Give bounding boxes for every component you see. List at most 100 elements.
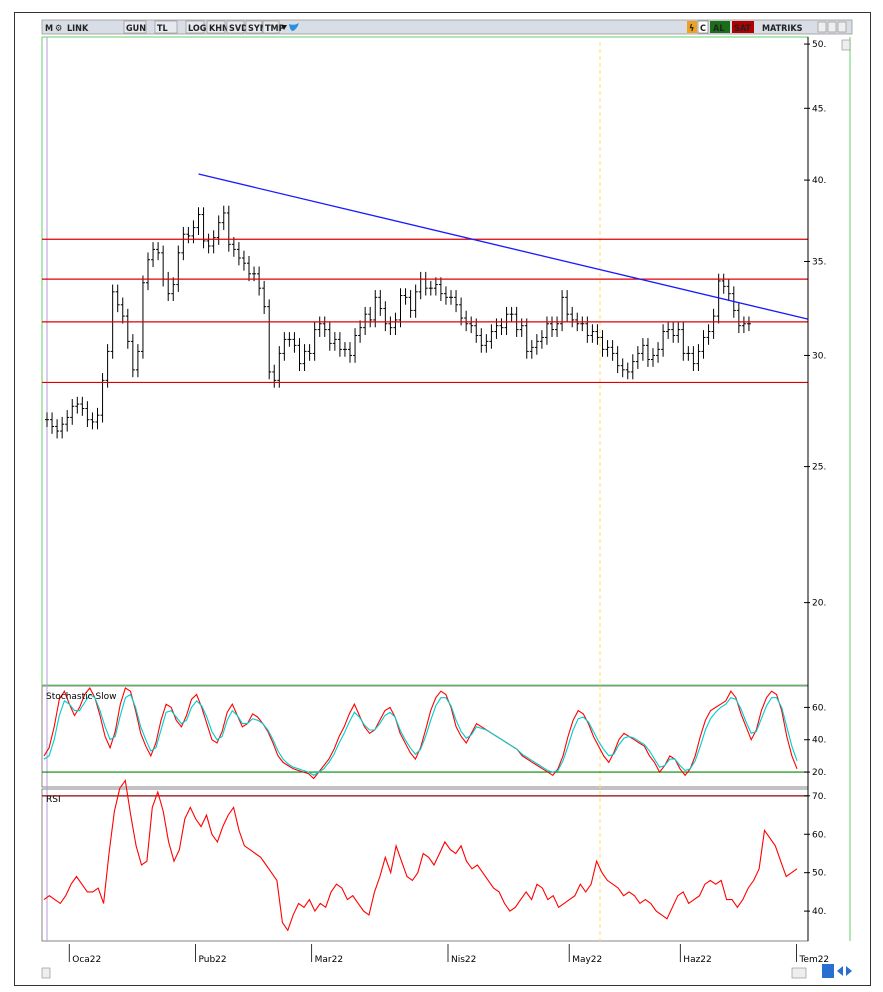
axes: 50. 45. 40. 35. 30. 25. 20. 60. 40. 20. 70. 60. 50. 4…	[68, 37, 829, 965]
price-bar	[686, 346, 691, 361]
price-bar	[580, 316, 585, 332]
toolbar-button-label: TMP	[265, 24, 285, 34]
maximize-icon[interactable]	[837, 21, 847, 33]
price-bar	[196, 207, 201, 235]
price-bar	[509, 306, 514, 322]
price-bar	[529, 340, 534, 359]
toolbar-button-label: SYM	[248, 24, 268, 34]
toolbar-button-tmp[interactable]	[262, 20, 280, 34]
price-bar	[221, 205, 226, 231]
price-bar	[317, 316, 322, 337]
price-bar	[454, 290, 459, 313]
price-bar	[484, 334, 489, 353]
price-bar	[342, 342, 347, 357]
price-bar	[474, 318, 479, 343]
price-bar	[353, 328, 358, 363]
sat-button[interactable]	[732, 21, 754, 33]
price-bar	[388, 316, 393, 336]
price-bar	[555, 316, 560, 337]
price-bar	[534, 334, 539, 355]
price-bar	[100, 373, 105, 423]
panel-menu-icon[interactable]	[841, 39, 851, 51]
pan-left-icon[interactable]	[837, 966, 843, 976]
date-tick-label: Pub22	[199, 955, 227, 965]
indicator-line	[43, 693, 798, 776]
toolbar-button-tl[interactable]	[154, 20, 178, 34]
symbol-menu-icon[interactable]: ⚙	[55, 24, 62, 34]
price-bar	[595, 324, 600, 345]
price-bar	[236, 242, 241, 266]
c-button[interactable]	[697, 20, 709, 34]
price-bar	[95, 407, 100, 430]
price-bar	[726, 279, 731, 302]
price-bar	[337, 332, 342, 357]
price-bar	[282, 332, 287, 361]
price-bar	[620, 358, 625, 378]
minimize-icon[interactable]	[817, 21, 827, 33]
price-bar	[307, 344, 312, 361]
panel-tick-label: 50.	[812, 869, 826, 879]
price-bar	[615, 346, 620, 374]
price-bar	[312, 322, 317, 361]
bird-icon[interactable]	[289, 23, 299, 31]
price-bar	[741, 316, 746, 334]
price-bar	[428, 280, 433, 296]
price-bar	[519, 318, 524, 337]
price-bar	[115, 284, 120, 313]
price-bar	[706, 324, 711, 345]
price-bar	[721, 273, 726, 294]
sync-icon[interactable]	[822, 964, 834, 978]
price-bar	[671, 322, 676, 343]
toolbar-button-label: TL	[157, 24, 168, 34]
price-bar	[459, 297, 464, 326]
price-bar	[539, 330, 544, 349]
lightning-icon[interactable]	[687, 21, 697, 33]
panel-tick-label: 40.	[812, 736, 826, 746]
rsi-title: RSI	[46, 795, 61, 805]
price-bar	[691, 346, 696, 371]
price-tick-label: 30.	[812, 351, 826, 361]
price-bar	[418, 271, 423, 300]
price-bar	[206, 233, 211, 254]
rsi-panel	[41, 788, 809, 942]
price-bar	[605, 340, 610, 357]
price-bar	[378, 290, 383, 316]
price-bar	[231, 237, 236, 257]
toolbar-button-sym[interactable]	[245, 20, 263, 34]
price-bar	[161, 245, 166, 287]
toolbar-button-khn[interactable]	[206, 20, 226, 34]
restore-icon[interactable]	[827, 21, 837, 33]
symbol-prefix[interactable]: M	[45, 24, 53, 34]
toolbar-button-log[interactable]	[185, 20, 205, 34]
price-bar	[140, 275, 145, 359]
price-bar	[645, 338, 650, 367]
toolbar-button-svd[interactable]	[226, 20, 245, 34]
toolbar-button-gun[interactable]	[123, 20, 147, 34]
toolbar-button-label: GUN	[126, 24, 146, 34]
price-bar	[85, 401, 90, 428]
price-bar	[469, 316, 474, 334]
stochastic-series	[42, 686, 808, 780]
scroll-left-icon[interactable]	[41, 967, 51, 979]
chart-window	[14, 12, 871, 986]
brand-logo: MATRIKS	[762, 24, 803, 34]
trendline	[198, 173, 809, 320]
symbol-name[interactable]: LINK	[67, 24, 89, 34]
al-button[interactable]	[710, 21, 730, 33]
price-bar	[701, 330, 706, 359]
price-bar	[297, 338, 302, 371]
price-tick-label: 35.	[812, 257, 826, 267]
price-bar	[257, 266, 262, 296]
dropdown-arrow-icon[interactable]	[281, 25, 287, 30]
price-bar	[544, 316, 549, 345]
pan-right-icon[interactable]	[846, 966, 852, 976]
price-bar	[241, 250, 246, 271]
panel-tick-label: 60.	[812, 830, 826, 840]
price-bar	[247, 255, 251, 282]
scroll-right-icon[interactable]	[791, 967, 807, 979]
price-bar	[120, 297, 125, 324]
price-bar	[135, 344, 140, 378]
price-bar	[565, 290, 570, 322]
panel-tick-label: 70.	[812, 792, 826, 802]
price-bar	[504, 306, 509, 336]
